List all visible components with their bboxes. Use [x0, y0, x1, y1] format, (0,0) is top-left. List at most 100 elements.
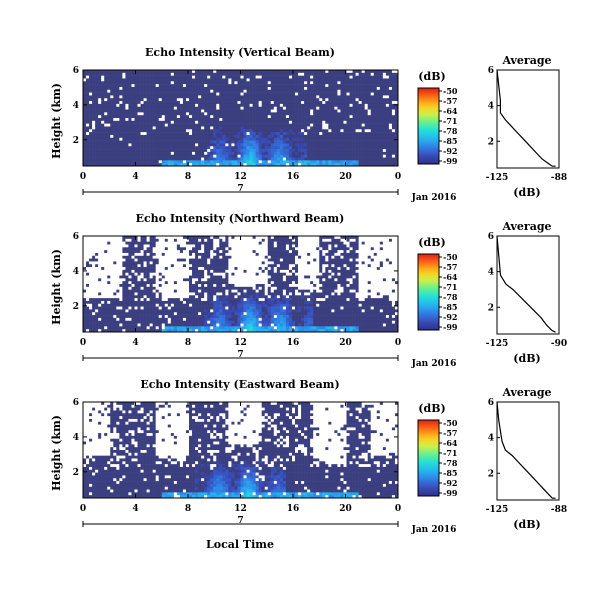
heatmap-cell — [146, 250, 150, 254]
heatmap-cell — [149, 160, 153, 164]
heatmap-cell — [182, 300, 187, 305]
heatmap-cell — [176, 75, 181, 79]
heatmap-cell — [104, 132, 108, 136]
heatmap-cell — [198, 286, 202, 290]
heatmap-cell — [370, 157, 375, 161]
heatmap-cell — [252, 78, 256, 82]
heatmap-cell — [119, 160, 123, 164]
heatmap-cell — [337, 118, 341, 122]
heatmap-cell — [192, 312, 196, 316]
heatmap-cell — [246, 134, 250, 139]
heatmap-cell — [104, 78, 108, 82]
heatmap-cell — [158, 236, 163, 240]
heatmap-cell — [149, 154, 153, 158]
heatmap-cell — [143, 317, 147, 321]
heatmap-cell — [364, 140, 369, 144]
date-label-vertical: Jan 2016 — [411, 193, 457, 203]
heatmap-cell — [134, 134, 138, 139]
heatmap-cell — [282, 98, 287, 102]
heatmap-cell — [288, 160, 293, 164]
heatmap-cell — [210, 109, 214, 113]
heatmap-cell — [367, 89, 372, 93]
heatmap-cell — [358, 70, 362, 74]
heatmap-cell — [261, 123, 266, 127]
heatmap-cell — [86, 123, 90, 127]
heatmap-cell — [394, 132, 399, 136]
heatmap-cell — [143, 326, 147, 330]
heatmap-cell — [273, 151, 278, 155]
heatmap-cell — [225, 109, 229, 113]
heatmap-cell — [110, 289, 114, 293]
heatmap-cell — [179, 103, 184, 107]
heatmap-cell — [349, 109, 353, 113]
heatmap-cell — [101, 258, 105, 262]
heatmap-cell — [288, 143, 293, 147]
heatmap-cell — [210, 126, 214, 130]
heatmap-cell — [295, 78, 299, 82]
heatmap-cell — [201, 298, 205, 302]
heatmap-cell — [361, 154, 365, 158]
heatmap-cell — [195, 101, 199, 105]
heatmap-cell — [325, 72, 329, 76]
heatmap-cell — [86, 286, 90, 290]
heatmap-cell — [104, 317, 108, 321]
heatmap-cell — [192, 115, 196, 119]
heatmap-cell — [334, 81, 338, 85]
heatmap-cell — [104, 258, 108, 262]
heatmap-cell — [189, 146, 193, 150]
heatmap-cell — [267, 95, 272, 99]
heatmap-cell — [310, 118, 314, 122]
heatmap-cell — [276, 70, 281, 74]
heatmap-cell — [346, 123, 350, 127]
heatmap-cell — [216, 157, 220, 161]
heatmap-cell — [346, 78, 350, 82]
heatmap-cell — [119, 115, 123, 119]
heatmap-cell — [89, 140, 93, 144]
heatmap-cell — [334, 103, 338, 107]
heatmap-cell — [388, 137, 393, 141]
heatmap-cell — [334, 129, 338, 133]
heatmap-cell — [86, 81, 90, 85]
heatmap-cell — [173, 252, 178, 257]
heatmap-cell — [152, 163, 156, 167]
heatmap-cell — [234, 84, 238, 88]
heatmap-cell — [331, 109, 335, 113]
heatmap-cell — [98, 292, 102, 296]
heatmap-cell — [364, 70, 369, 74]
heatmap-cell — [167, 275, 172, 279]
heatmap-cell — [361, 126, 365, 130]
heatmap-cell — [337, 92, 341, 96]
heatmap-cell — [334, 106, 338, 110]
heatmap-cell — [182, 123, 187, 127]
heatmap-cell — [234, 101, 238, 105]
heatmap-cell — [316, 98, 320, 102]
heatmap-cell — [146, 264, 150, 268]
x-tick-label: 12 — [234, 172, 247, 182]
heatmap-cell — [192, 281, 196, 285]
heatmap-cell — [307, 72, 311, 76]
heatmap-cell — [273, 98, 278, 102]
heatmap-cell — [101, 247, 105, 251]
heatmap-cell — [137, 137, 141, 141]
heatmap-cell — [107, 241, 111, 245]
heatmap-cell — [261, 95, 266, 99]
heatmap-cell — [185, 323, 190, 327]
heatmap-cell — [152, 112, 156, 116]
heatmap-cell — [316, 95, 320, 99]
heatmap-cell — [201, 118, 205, 122]
heatmap-cell — [216, 143, 220, 147]
heatmap-cell — [228, 81, 232, 85]
heatmap-cell — [231, 140, 235, 144]
heatmap-cell — [164, 247, 169, 251]
heatmap-cell — [298, 115, 302, 119]
heatmap-cell — [173, 160, 178, 164]
heatmap-cell — [116, 258, 120, 262]
heatmap-cell — [307, 118, 311, 122]
heatmap-cell — [261, 163, 266, 167]
heatmap-cell — [86, 78, 90, 82]
heatmap-cell — [182, 247, 187, 251]
heatmap-cell — [89, 300, 93, 305]
heatmap-cell — [176, 284, 181, 288]
heatmap-cell — [182, 143, 187, 147]
heatmap-cell — [101, 70, 105, 74]
